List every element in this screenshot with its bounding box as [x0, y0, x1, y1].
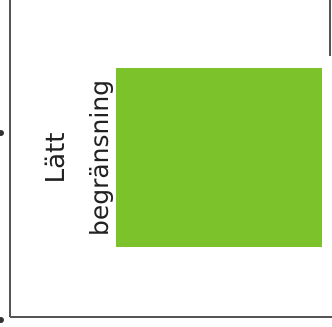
- category-label-line-2: begränsning: [85, 80, 114, 236]
- category-label-group: Lätt begränsning: [41, 80, 114, 236]
- category-label-line-1: Lätt: [41, 133, 71, 184]
- bar-latt-begransning: [116, 68, 322, 247]
- edge-glyph-bottom: [0, 317, 4, 323]
- edge-glyph-mid: [0, 130, 4, 136]
